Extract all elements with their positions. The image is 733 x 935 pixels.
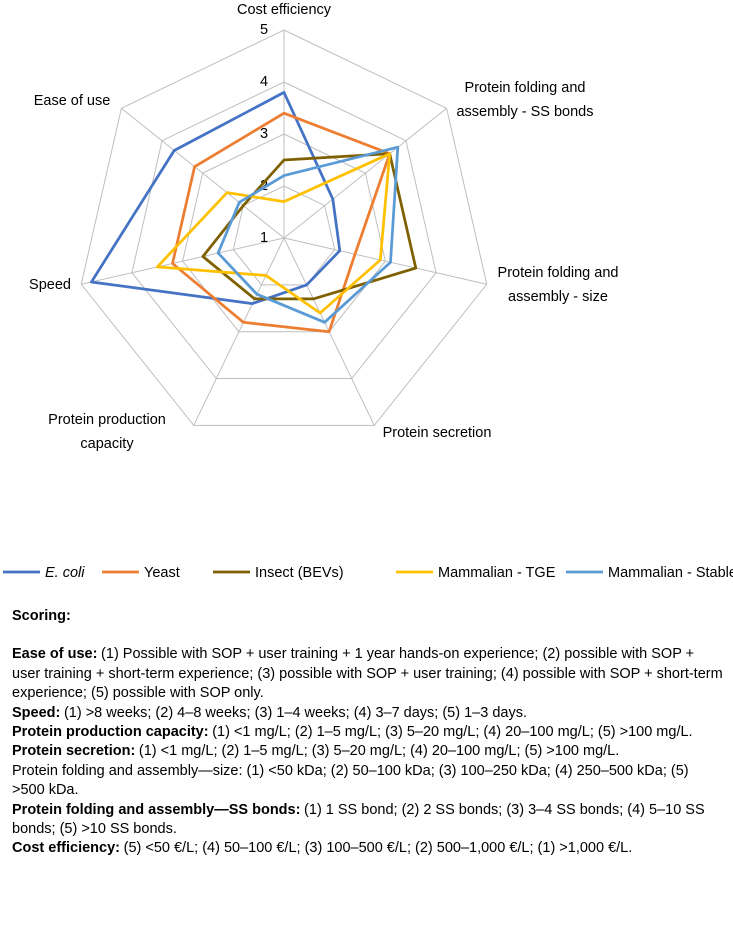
- scoring-label: Ease of use:: [12, 646, 98, 663]
- scoring-label: Protein production capacity:: [12, 724, 209, 741]
- legend-label: E. coli: [45, 565, 85, 581]
- tick-label: 1: [260, 230, 268, 246]
- scoring-text: (1) <1 mg/L; (2) 1–5 mg/L; (3) 5–20 mg/L…: [212, 724, 693, 741]
- scoring-text: (1) >8 weeks; (2) 4–8 weeks; (3) 1–4 wee…: [63, 704, 527, 721]
- axis-label: Ease of use: [33, 93, 111, 109]
- series-line: [90, 91, 342, 305]
- scoring: Scoring: Ease of use: (1) Possible with S…: [12, 607, 724, 859]
- axis-label: Speed: [29, 277, 71, 293]
- axis-label: Protein folding and assembly - SS bonds: [456, 80, 594, 120]
- scoring-text: (5) <50 €/L; (4) 50–100 €/L; (3) 100–500…: [123, 840, 633, 857]
- grid-ring: [131, 81, 437, 380]
- axis-label: Cost efficiency: [236, 2, 332, 18]
- scoring-text: Protein folding and assembly—size: (1) <…: [12, 762, 689, 799]
- scoring-item: Speed: (1) >8 weeks; (2) 4–8 weeks; (3) 1…: [12, 704, 724, 723]
- grid-ring: [232, 185, 336, 286]
- scoring-label: Protein secretion:: [12, 743, 136, 760]
- scoring-label: Protein folding and assembly—SS bonds:: [12, 801, 301, 818]
- spoke: [283, 237, 487, 285]
- legend-label: Yeast: [144, 565, 180, 581]
- scoring-item: Protein folding and assembly—SS bonds: (1…: [12, 801, 724, 840]
- legend-label: Mammalian - Stable: [608, 565, 733, 581]
- axis-label: Protein secretion: [382, 425, 492, 441]
- scoring-item: Protein secretion: (1) <1 mg/L; (2) 1–5 m…: [12, 742, 724, 761]
- tick-label: 4: [260, 74, 268, 90]
- spoke: [193, 237, 285, 426]
- tick-label: 5: [260, 22, 268, 38]
- legend-label: Insect (BEVs): [255, 565, 344, 581]
- scoring-item: Ease of use: (1) Possible with SOP + user…: [12, 645, 724, 703]
- legend-label: Mammalian - TGE: [438, 565, 556, 581]
- scoring-label: Cost efficiency:: [12, 840, 120, 857]
- spoke: [283, 107, 447, 239]
- axis-label: Protein production capacity: [48, 412, 166, 452]
- scoring-text: (1) <1 mg/L; (2) 1–5 mg/L; (3) 5–20 mg/L…: [138, 743, 620, 760]
- grid-ring: [182, 133, 386, 333]
- scoring-item: Cost efficiency: (5) <50 €/L; (4) 50–100 …: [12, 839, 724, 858]
- scoring-item: Protein folding and assembly—size: (1) <…: [12, 762, 724, 801]
- series-line: [216, 145, 400, 324]
- scoring-text: (1) 1 SS bond; (2) 2 SS bonds; (3) 3–4 S…: [12, 801, 705, 838]
- series-line: [155, 152, 392, 315]
- series-line: [201, 152, 418, 301]
- chart-area: 1 2 3 4 5 E. coli Yeast Insect (BEVs) Mammalian …: [3, 2, 733, 581]
- spoke: [121, 107, 285, 239]
- grid-ring: [80, 29, 488, 426]
- series-line: [171, 111, 392, 334]
- scoring-label: Speed:: [12, 704, 61, 721]
- tick-label: 3: [260, 126, 268, 142]
- scoring-text: (1) Possible with SOP + user training + …: [12, 646, 723, 702]
- scoring-title: Scoring:: [12, 608, 71, 624]
- axis-label: Protein folding and assembly - size: [497, 265, 619, 305]
- spoke: [81, 237, 285, 285]
- chart: 1 2 3 4 5 E. coli Yeast Insect (BEVs) Mammalian …: [3, 22, 733, 581]
- scoring-item: Protein production capacity: (1) <1 mg/L;…: [12, 723, 724, 742]
- tick-label: 2: [260, 178, 268, 194]
